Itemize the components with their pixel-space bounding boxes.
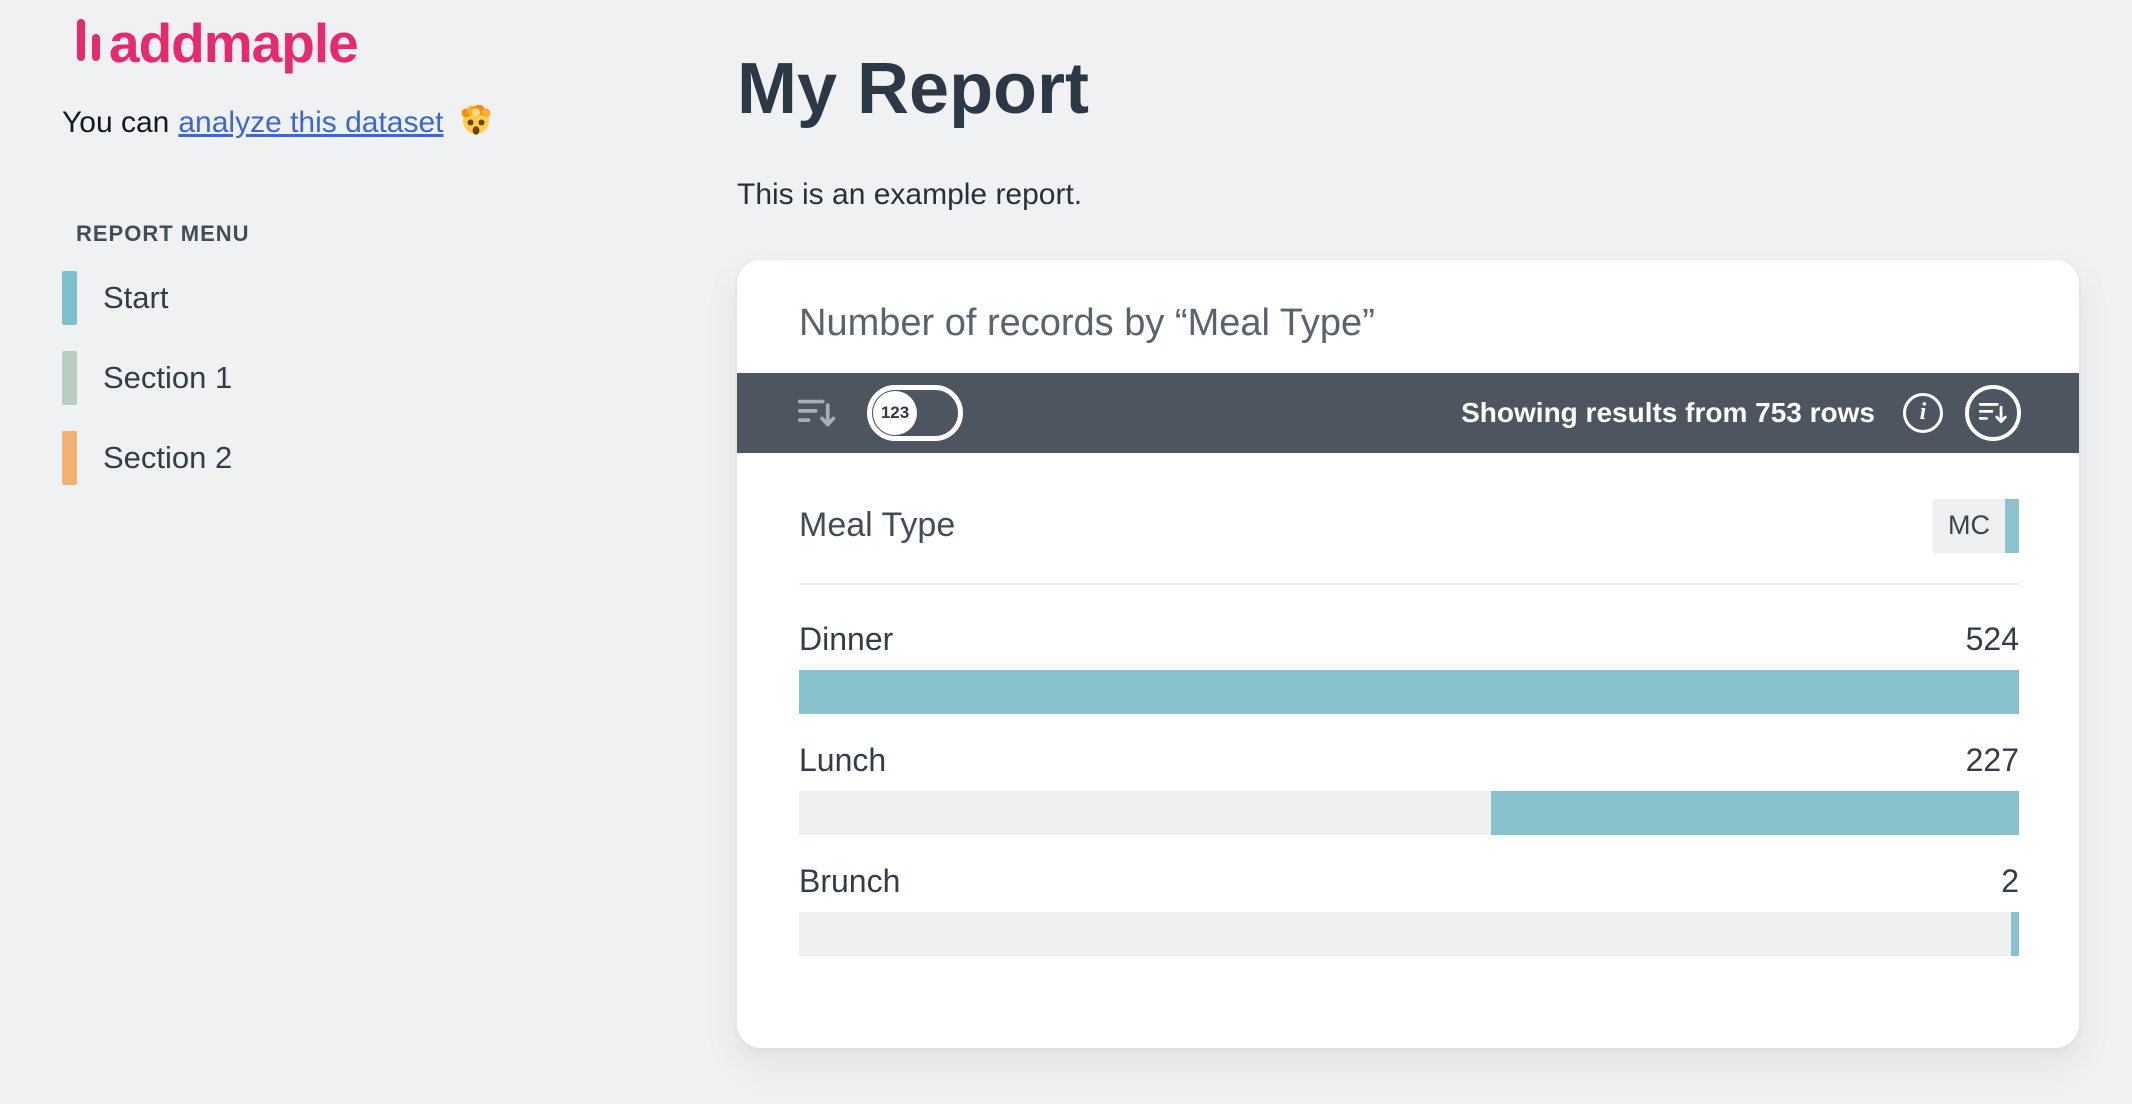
bar-label: Dinner xyxy=(799,620,894,657)
report-menu-label: REPORT MENU xyxy=(76,221,250,246)
info-icon[interactable]: i xyxy=(1903,392,1943,433)
bar-row-brunch: Brunch 2 xyxy=(799,863,2019,956)
bar-row-dinner: Dinner 524 xyxy=(799,621,2019,714)
chart-toolbar: 123 Showing results from 753 rows i xyxy=(737,372,2079,453)
sidebar-item-start[interactable]: Start xyxy=(62,271,737,325)
section-color-bar xyxy=(62,271,77,325)
report-menu: Start Section 1 Section 2 xyxy=(62,271,737,485)
chart-card: Number of records by “Meal Type” 123 Sho… xyxy=(737,259,2079,1048)
bar-chart-logo-icon xyxy=(62,19,100,71)
chart-card-title: Number of records by “Meal Type” xyxy=(799,301,1375,344)
sidebar-item-label: Section 1 xyxy=(103,360,233,395)
bar-track xyxy=(799,790,2019,835)
addmaple-logo[interactable]: addmaple xyxy=(62,12,359,74)
sidebar: addmaple You can analyze this dataset xyxy=(0,0,737,1104)
bar-row-lunch: Lunch 227 xyxy=(799,742,2019,835)
sidebar-item-label: Section 2 xyxy=(103,440,233,475)
sort-descending-button[interactable] xyxy=(1965,384,2021,441)
exploding-head-emoji xyxy=(458,104,494,141)
logo-text: addmaple xyxy=(109,12,359,74)
sidebar-item-section-1[interactable]: Section 1 xyxy=(62,351,737,405)
tagline: You can analyze this dataset xyxy=(62,104,737,141)
chart-area: Meal Type MC Dinner 524 xyxy=(737,453,2079,956)
field-type-label: MC xyxy=(1933,498,2005,553)
sidebar-item-label: Start xyxy=(103,280,169,315)
report-content: My Report This is an example report. Num… xyxy=(737,0,2079,1048)
bar-label: Brunch xyxy=(799,862,901,899)
results-status: Showing results from 753 rows xyxy=(1461,396,1875,428)
tagline-prefix: You can xyxy=(62,106,170,139)
toggle-knob: 123 xyxy=(873,390,917,435)
field-name: Meal Type xyxy=(799,506,956,545)
numeric-display-toggle[interactable]: 123 xyxy=(867,384,963,441)
divider xyxy=(799,582,2019,585)
section-color-bar xyxy=(62,431,77,485)
bar-track xyxy=(799,911,2019,956)
bar-value: 2 xyxy=(2001,862,2019,899)
analyze-dataset-link[interactable]: analyze this dataset xyxy=(178,106,444,139)
report-description: This is an example report. xyxy=(737,177,1083,211)
bar-label: Lunch xyxy=(799,741,887,778)
field-type-badge: MC xyxy=(1933,498,2019,553)
bar-fill xyxy=(2011,911,2019,956)
sidebar-item-section-2[interactable]: Section 2 xyxy=(62,431,737,485)
bar-value: 524 xyxy=(1965,620,2019,657)
section-color-bar xyxy=(62,351,77,405)
bar-value: 227 xyxy=(1965,741,2019,778)
sort-descending-icon[interactable] xyxy=(797,395,837,431)
bar-track xyxy=(799,669,2019,714)
bar-fill xyxy=(799,669,2019,714)
page-title: My Report xyxy=(737,49,1090,129)
bar-fill xyxy=(1490,790,2019,835)
badge-color-bar xyxy=(2005,498,2019,553)
field-header: Meal Type MC xyxy=(799,498,2019,553)
